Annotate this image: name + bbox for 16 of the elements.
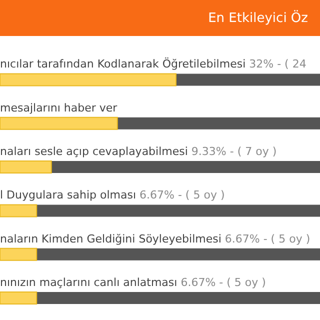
y-tick-label: nınızın maçlarını canlı anlatması [0,276,178,290]
bar [0,204,38,218]
y-tick-label: naların Kimden Geldiğini Söyleyebilmesi [0,232,222,246]
bar [0,160,52,174]
y-tick-label: mesajlarını haber ver [0,101,118,114]
text: 9.33% - ( 7 oy ) [188,145,277,158]
bar [0,248,38,261]
text: 6.67% - ( 5 oy ) [221,232,310,246]
text: 6.67% - ( 5 oy ) [177,276,266,290]
y-tick-label: nıcılar tarafından Kodlanarak Öğretilebilmesi [0,56,246,71]
annotation: 6.67% - ( 5 oy ) [136,188,225,202]
y-tick-label: naları sesle açıp cevaplayabilmesi [0,145,188,158]
text: 32% - ( 24 [246,58,306,71]
bar [0,292,38,305]
text: En Etkileyici Öz [0,0,320,36]
y-tick-label: l Duygulara sahip olması [0,188,136,202]
